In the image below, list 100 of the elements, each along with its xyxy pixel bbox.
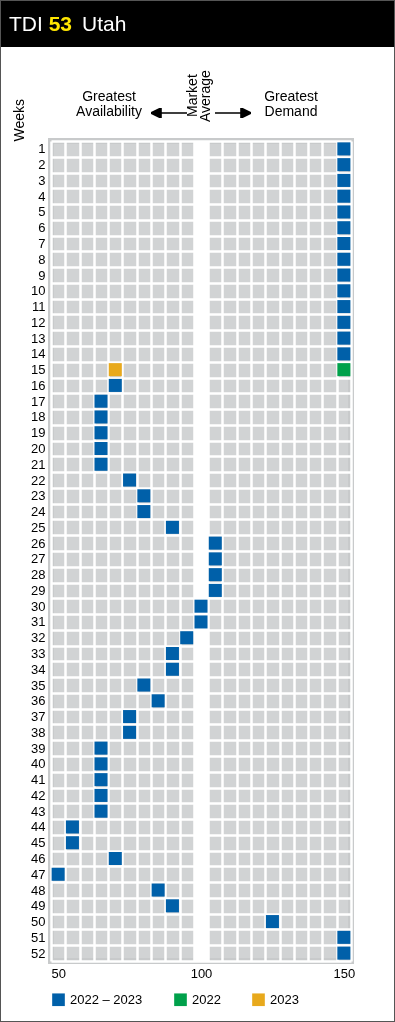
point: [337, 284, 351, 298]
y-tick-label: 27: [31, 551, 46, 567]
point: [337, 363, 351, 377]
point: [51, 867, 65, 881]
y-tick-label: 25: [31, 519, 46, 535]
y-tick-label: 22: [31, 472, 46, 488]
y-tick-label: 51: [31, 929, 46, 945]
y-tick-label: 14: [31, 346, 46, 362]
y-tick-label: 29: [31, 582, 46, 598]
y-tick-label: 9: [38, 267, 46, 283]
point: [94, 773, 108, 787]
point: [94, 757, 108, 771]
y-tick-label: 39: [31, 740, 46, 756]
point: [208, 568, 222, 582]
y-tick-label: 1: [38, 141, 46, 157]
point: [337, 268, 351, 282]
x-tick-label: 100: [190, 965, 213, 981]
point: [94, 410, 108, 424]
point: [337, 331, 351, 345]
point: [65, 820, 79, 834]
y-tick-label: 40: [31, 756, 46, 772]
point: [180, 631, 194, 645]
y-tick-label: 47: [31, 866, 46, 882]
point: [337, 946, 351, 960]
point: [194, 599, 208, 613]
point: [337, 315, 351, 329]
point: [337, 189, 351, 203]
point: [108, 363, 122, 377]
point: [337, 205, 351, 219]
x-tick-label: 150: [333, 965, 356, 981]
point: [165, 662, 179, 676]
point: [151, 694, 165, 708]
point: [165, 520, 179, 534]
text: Greatest Demand: [263, 88, 319, 119]
y-tick-label: 26: [31, 535, 46, 551]
point: [123, 473, 137, 487]
y-tick-label: 7: [38, 236, 46, 251]
y-tick-label: 5: [38, 204, 46, 220]
point: [94, 804, 108, 818]
y-tick-label: 21: [31, 456, 46, 472]
legend-label: 2022 – 2023: [70, 991, 143, 1007]
y-tick-label: 41: [31, 772, 46, 788]
y-tick-label: 19: [31, 425, 46, 441]
y-tick-label: 4: [38, 188, 46, 204]
y-tick-label: 13: [31, 330, 46, 346]
point: [151, 883, 165, 897]
y-tick-label: 6: [38, 220, 46, 236]
y-tick-label: 33: [31, 646, 46, 661]
point: [337, 252, 351, 266]
y-tick-label: 8: [38, 251, 46, 267]
point: [94, 457, 108, 471]
y-tick-label: 35: [31, 677, 46, 693]
y-tick-label: 43: [31, 803, 46, 819]
y-tick-label: 32: [31, 630, 46, 646]
point: [137, 489, 151, 503]
y-tick-label: 31: [31, 614, 46, 630]
y-tick-label: 45: [31, 835, 46, 851]
y-tick-label: 52: [31, 945, 46, 961]
y-tick-label: 44: [31, 819, 46, 835]
y-tick-label: 37: [31, 709, 46, 725]
point: [137, 678, 151, 692]
y-tick-label: 24: [31, 504, 46, 520]
y-tick-label: 36: [31, 693, 46, 709]
point: [194, 615, 208, 629]
point: [94, 394, 108, 408]
text: Greatest Availability: [75, 88, 143, 119]
y-tick-label: 48: [31, 882, 46, 898]
y-tick-label: 50: [31, 914, 46, 930]
point: [94, 426, 108, 440]
point: [337, 173, 351, 187]
y-tick-label: 30: [31, 598, 46, 614]
point: [265, 915, 279, 929]
point: [123, 725, 137, 739]
chart-subtitle: Utah: [82, 12, 127, 35]
y-tick-label: 28: [31, 567, 46, 583]
point: [337, 142, 351, 156]
point: [337, 221, 351, 235]
point: [208, 583, 222, 597]
y-tick-label: 16: [31, 377, 46, 393]
y-axis-title: Weeks: [11, 98, 28, 142]
y-tick-label: 49: [31, 898, 46, 914]
point: [337, 300, 351, 314]
point: [94, 741, 108, 755]
point: [337, 158, 351, 172]
y-tick-label: 38: [31, 724, 46, 740]
y-tick-label: 23: [31, 488, 46, 504]
chart-title: TDI 53: [9, 12, 73, 35]
point: [337, 236, 351, 251]
y-tick-label: 18: [31, 409, 46, 425]
ref-line-label: Market Average: [184, 69, 214, 124]
y-tick-label: 15: [31, 362, 46, 378]
point: [337, 347, 351, 361]
point: [208, 536, 222, 550]
y-tick-label: 11: [32, 299, 46, 315]
point: [165, 899, 179, 913]
y-tick-label: 10: [31, 283, 46, 299]
y-tick-label: 34: [31, 661, 46, 677]
y-tick-label: 2: [38, 157, 46, 173]
y-tick-label: 17: [31, 393, 46, 409]
point: [65, 836, 79, 850]
